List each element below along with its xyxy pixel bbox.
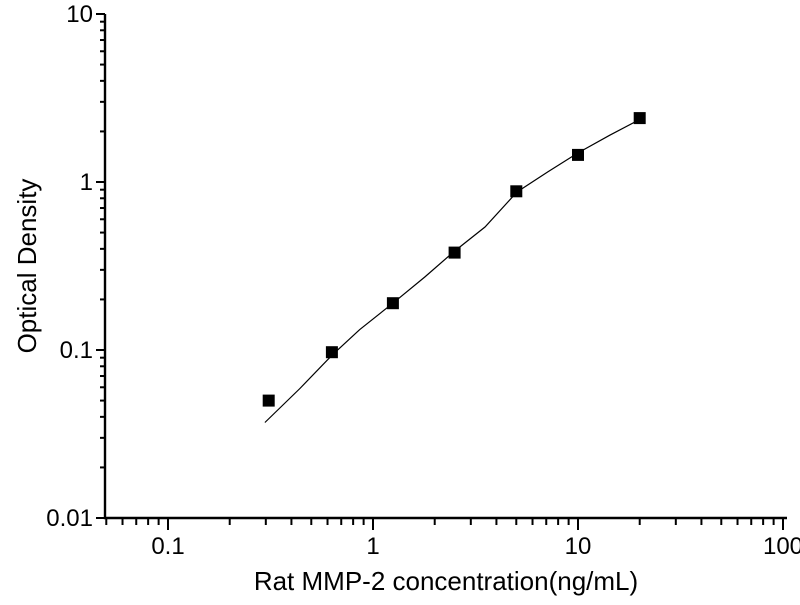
data-point bbox=[572, 148, 584, 161]
x-axis-title: Rat MMP-2 concentration(ng/mL) bbox=[254, 566, 638, 596]
y-tick-label: 1 bbox=[80, 169, 93, 196]
x-tick-label: 1 bbox=[366, 533, 379, 560]
y-axis-title: Optical Density bbox=[12, 179, 42, 354]
data-point bbox=[510, 185, 523, 198]
data-point bbox=[448, 246, 461, 259]
y-tick-label: 10 bbox=[66, 1, 93, 28]
data-point bbox=[262, 394, 275, 407]
y-tick-label: 0.01 bbox=[46, 505, 93, 532]
x-tick-label: 0.1 bbox=[151, 533, 184, 560]
x-tick-label: 10 bbox=[565, 533, 592, 560]
data-point bbox=[325, 346, 338, 359]
axis-spines bbox=[103, 14, 787, 520]
x-tick-label: 100 bbox=[763, 533, 800, 560]
y-tick-label: 0.1 bbox=[60, 337, 93, 364]
data-point bbox=[633, 112, 646, 125]
data-point bbox=[386, 297, 399, 310]
fit-curve-line bbox=[264, 118, 641, 423]
